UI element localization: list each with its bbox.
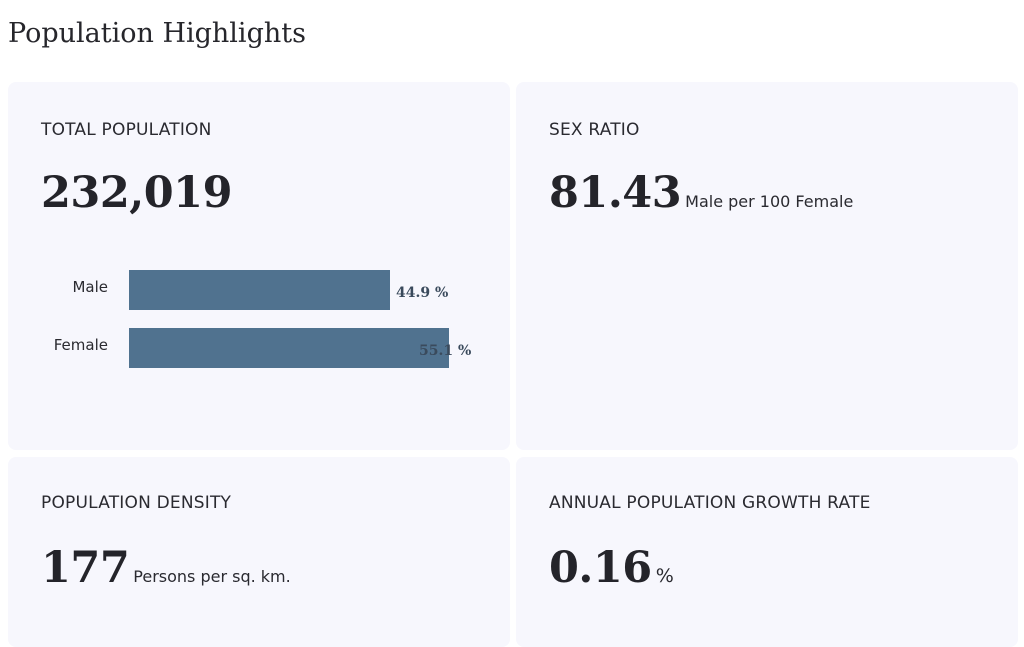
sex-ratio-unit: Male per 100 Female <box>685 192 854 211</box>
bar-label-male: Male <box>72 278 108 296</box>
sex-distribution-bars: Male 44.9 % Female 55.1 % <box>8 270 510 370</box>
sex-ratio-card: SEX RATIO 81.43 Male per 100 Female <box>516 82 1018 450</box>
total-population-value: 232,019 <box>41 168 233 218</box>
growth-rate-card: ANNUAL POPULATION GROWTH RATE 0.16 % <box>516 457 1018 647</box>
card-label: ANNUAL POPULATION GROWTH RATE <box>549 493 871 513</box>
population-density-value: 177 <box>41 543 130 593</box>
population-density-card: POPULATION DENSITY 177 Persons per sq. k… <box>8 457 510 647</box>
bar-female <box>129 328 449 368</box>
card-label: TOTAL POPULATION <box>41 120 212 140</box>
bar-value-male: 44.9 % <box>396 285 449 301</box>
bar-male <box>129 270 390 310</box>
card-label: SEX RATIO <box>549 120 640 140</box>
page-title: Population Highlights <box>8 18 306 49</box>
sex-ratio-value: 81.43 <box>549 168 682 218</box>
total-population-card: TOTAL POPULATION 232,019 Male 44.9 % Fem… <box>8 82 510 450</box>
bar-value-female: 55.1 % <box>419 343 472 359</box>
growth-rate-value: 0.16 <box>549 543 652 593</box>
population-density-unit: Persons per sq. km. <box>133 567 291 586</box>
bar-label-female: Female <box>53 336 108 354</box>
card-label: POPULATION DENSITY <box>41 493 232 513</box>
growth-rate-unit: % <box>655 565 674 587</box>
